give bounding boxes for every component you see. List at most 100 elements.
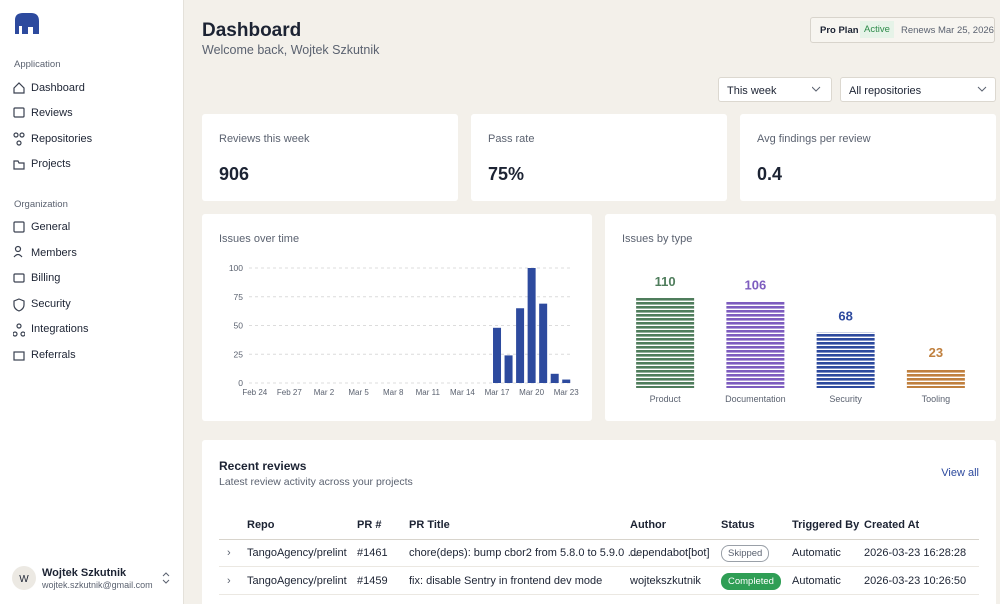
nav-item[interactable]: Members bbox=[31, 247, 77, 259]
period-select[interactable]: This week bbox=[718, 77, 832, 102]
cell: Automatic bbox=[792, 575, 841, 587]
view-all-link[interactable]: View all bbox=[941, 467, 979, 479]
pr-link[interactable]: #1459 bbox=[357, 575, 388, 587]
user-menu-toggle[interactable] bbox=[162, 572, 170, 584]
y-tick-label: 75 bbox=[234, 292, 244, 302]
cell: TangoAgency/prelint bbox=[247, 575, 347, 587]
nav-item[interactable]: Security bbox=[31, 298, 71, 310]
nav-item[interactable]: Referrals bbox=[31, 349, 76, 361]
x-tick-label: Tooling bbox=[922, 394, 951, 404]
x-tick-label: Feb 24 bbox=[242, 388, 267, 397]
cell: chore(deps): bump cbor2 from 5.8.0 to 5.… bbox=[409, 547, 639, 559]
cell: 2026-03-23 10:26:50 bbox=[864, 575, 967, 587]
repo-select[interactable]: All repositories bbox=[840, 77, 996, 102]
chart-title: Issues by type bbox=[622, 233, 693, 245]
bar bbox=[527, 268, 536, 383]
x-tick-label: Product bbox=[650, 394, 682, 404]
nav-item[interactable]: Dashboard bbox=[31, 82, 85, 94]
plan-renewal: Renews Mar 25, 2026 bbox=[901, 25, 994, 36]
stat-label: Pass rate bbox=[488, 133, 535, 145]
stat-value: 0.4 bbox=[757, 164, 783, 184]
select-chevrons bbox=[812, 86, 987, 92]
x-tick-label: Mar 17 bbox=[485, 388, 510, 397]
nav-item[interactable]: Billing bbox=[31, 272, 61, 284]
cell: fix: disable Sentry in frontend dev mode bbox=[409, 575, 603, 587]
chart-card: Issues over time 0 25 50 75 100 Feb 24 Feb 27 M… bbox=[202, 214, 592, 421]
stat-card: Pass rate 75% bbox=[471, 114, 727, 201]
cell: wojtekszkutnik bbox=[630, 575, 701, 587]
data-label: 23 bbox=[929, 345, 943, 360]
x-tick-label: Mar 14 bbox=[450, 388, 475, 397]
cell: Automatic bbox=[792, 547, 841, 559]
column-header: Author bbox=[630, 519, 667, 531]
nav-icons bbox=[13, 82, 25, 361]
bar bbox=[726, 301, 785, 388]
user-name: Wojtek Szkutnik bbox=[42, 567, 127, 579]
y-tick-label: 25 bbox=[234, 349, 244, 359]
plan-box bbox=[810, 17, 995, 43]
bar bbox=[562, 379, 571, 383]
page-title: Dashboard bbox=[202, 20, 302, 41]
x-tick-label: Mar 11 bbox=[416, 388, 441, 397]
x-tick-label: Mar 20 bbox=[519, 388, 544, 397]
x-tick-label: Mar 23 bbox=[554, 388, 579, 397]
bar bbox=[516, 308, 525, 383]
avatar[interactable]: W bbox=[12, 566, 36, 590]
section-title: Recent reviews bbox=[219, 459, 307, 473]
bar bbox=[636, 298, 695, 388]
bar bbox=[539, 303, 548, 383]
y-tick-label: 50 bbox=[234, 321, 244, 331]
cell: TangoAgency/prelint bbox=[247, 547, 347, 559]
section-subtitle: Latest review activity across your proje… bbox=[219, 476, 413, 488]
plan-name: Pro Plan bbox=[820, 25, 859, 36]
section-title: Application bbox=[14, 59, 61, 70]
column-header: Repo bbox=[247, 519, 275, 531]
nav-item[interactable]: Projects bbox=[31, 158, 71, 170]
nav-item[interactable]: Reviews bbox=[31, 107, 73, 119]
cell: 2026-03-23 16:28:28 bbox=[864, 547, 967, 559]
nav-item[interactable]: General bbox=[31, 221, 71, 233]
divider bbox=[219, 539, 979, 540]
x-tick-label: Mar 8 bbox=[383, 388, 404, 397]
nav-item[interactable]: Integrations bbox=[31, 323, 89, 335]
bar bbox=[504, 355, 513, 383]
stat-card: Avg findings per review 0.4 bbox=[740, 114, 996, 201]
column-header: PR # bbox=[357, 519, 382, 531]
chart: 0 25 50 75 100 Feb 24 Feb 27 Mar 2 Mar 5 Mar 8 Mar… bbox=[229, 263, 579, 397]
user-email: wojtek.szkutnik@gmail.com bbox=[42, 580, 153, 590]
column-header: Status bbox=[721, 519, 755, 531]
column-header: Created At bbox=[864, 519, 920, 531]
x-tick-label: Documentation bbox=[725, 394, 786, 404]
y-tick-label: 0 bbox=[238, 378, 243, 388]
section-title: Organization bbox=[14, 199, 68, 210]
x-tick-label: Feb 27 bbox=[277, 388, 302, 397]
chart-title: Issues over time bbox=[219, 233, 300, 245]
bar bbox=[816, 332, 875, 388]
avatar-initial: W bbox=[19, 574, 29, 585]
bar bbox=[906, 369, 965, 388]
bar bbox=[493, 327, 502, 383]
y-tick-label: 100 bbox=[229, 263, 243, 273]
stat-label: Avg findings per review bbox=[757, 133, 871, 145]
row-expand[interactable]: › bbox=[227, 547, 231, 559]
status-badge: Skipped bbox=[721, 545, 770, 562]
stat-value: 75% bbox=[488, 164, 525, 184]
row-divider bbox=[219, 594, 979, 595]
column-header: Triggered By bbox=[792, 519, 860, 531]
x-tick-label: Security bbox=[829, 394, 862, 404]
pr-link[interactable]: #1461 bbox=[357, 547, 388, 559]
chart-card: Issues by type 110 Product 106 Documentatio… bbox=[605, 214, 996, 421]
x-tick-label: Mar 2 bbox=[314, 388, 335, 397]
data-label: 110 bbox=[655, 274, 676, 289]
data-label: 68 bbox=[838, 308, 852, 323]
chart: 110 Product 106 Documentation 68 Security 23 To… bbox=[636, 274, 965, 404]
row-divider bbox=[219, 566, 979, 567]
row-expand[interactable]: › bbox=[227, 575, 231, 587]
column-header: PR Title bbox=[409, 519, 450, 531]
bar bbox=[550, 373, 559, 383]
stat-card: Reviews this week 906 bbox=[202, 114, 458, 201]
nav-item[interactable]: Repositories bbox=[31, 133, 93, 145]
status-badge: Completed bbox=[721, 573, 781, 590]
cell: dependabot[bot] bbox=[630, 547, 710, 559]
